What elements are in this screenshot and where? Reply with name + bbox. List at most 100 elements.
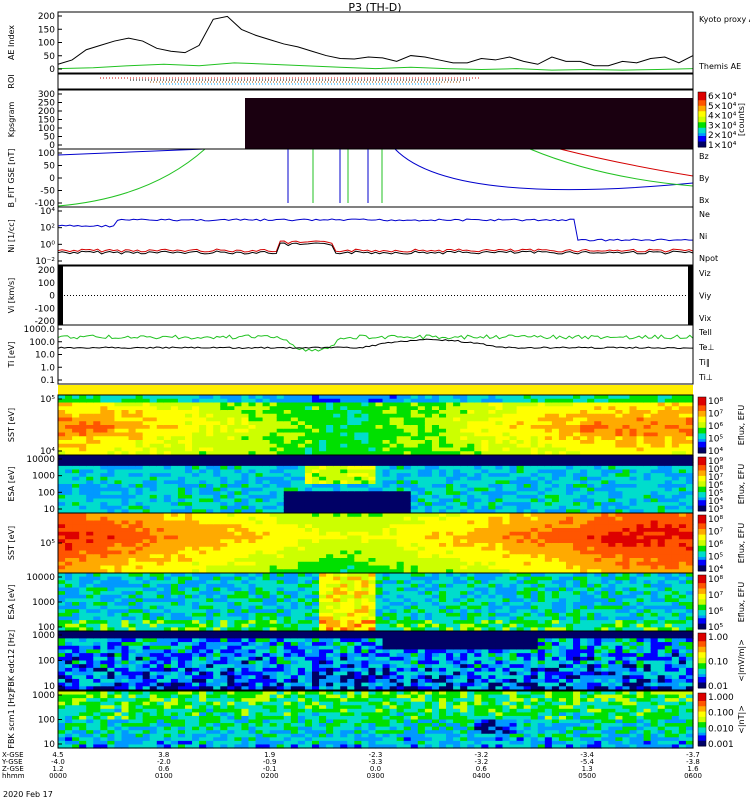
heatmap-cell-esa1 — [545, 484, 553, 488]
heatmap-cell-esa1 — [411, 491, 419, 495]
heatmap-cell-sst2 — [524, 517, 532, 521]
heatmap-cell-esa1 — [559, 477, 567, 481]
heatmap-cell-esa2 — [270, 617, 278, 621]
heatmap-cell-esa1 — [467, 506, 475, 510]
heatmap-cell-sst1 — [354, 410, 362, 414]
heatmap-cell-esa1 — [538, 470, 546, 474]
heatmap-cell-sst1 — [686, 436, 694, 440]
heatmap-cell-sst1 — [644, 444, 652, 448]
heatmap-cell-esa1 — [686, 470, 694, 474]
heatmap-cell-esa1 — [573, 480, 581, 484]
heatmap-cell-sst2 — [637, 528, 645, 532]
heatmap-cell-sst1 — [361, 448, 369, 452]
heatmap-cell-esa1 — [615, 495, 623, 499]
heatmap-cell-esa1 — [615, 491, 623, 495]
heatmap-cell-esa2 — [256, 620, 264, 624]
heatmap-cell-sst2 — [199, 543, 207, 547]
heatmap-cell-sst2 — [199, 517, 207, 521]
heatmap-cell-esa1 — [453, 484, 461, 488]
heatmap-cell-sst1 — [270, 436, 278, 440]
heatmap-cell-esa1 — [164, 470, 172, 474]
heatmap-cell-esa1 — [93, 506, 101, 510]
heatmap-cell-sst2 — [594, 558, 602, 562]
heatmap-cell-esa1 — [114, 495, 122, 499]
heatmap-cell-sst1 — [263, 418, 271, 422]
heatmap-cell-esa1 — [474, 484, 482, 488]
heatmap-cell-sst1 — [446, 448, 454, 452]
heatmap-cell-sst2 — [608, 524, 616, 528]
heatmap-cell-sst1 — [143, 399, 151, 403]
heatmap-cell-esa1 — [559, 470, 567, 474]
heatmap-cell-sst2 — [150, 528, 158, 532]
heatmap-cell-sst1 — [227, 399, 235, 403]
heatmap-cell-esa1 — [481, 495, 489, 499]
heatmap-cell-esa2 — [122, 580, 130, 584]
heatmap-cell-sst2 — [93, 566, 101, 570]
heatmap-cell-sst1 — [326, 444, 334, 448]
heatmap-cell-sst2 — [446, 562, 454, 566]
heatmap-cell-sst2 — [460, 528, 468, 532]
heatmap-cell-sst1 — [679, 429, 687, 433]
ytick-ae: 100 — [38, 39, 55, 49]
heatmap-cell-esa1 — [488, 473, 496, 477]
heatmap-cell-sst2 — [531, 528, 539, 532]
heatmap-cell-esa1 — [601, 466, 609, 470]
heatmap-cell-esa1 — [608, 473, 616, 477]
heatmap-cell-esa1 — [298, 473, 306, 477]
heatmap-cell-sst2 — [213, 543, 221, 547]
heatmap-cell-esa1 — [284, 473, 292, 477]
heatmap-cell-esa1 — [178, 466, 186, 470]
heatmap-cell-sst1 — [432, 440, 440, 444]
heatmap-cell-sst2 — [411, 513, 419, 517]
heatmap-cell-esa1 — [545, 506, 553, 510]
heatmap-cell-sst1 — [114, 403, 122, 407]
heatmap-cell-sst1 — [58, 429, 66, 433]
heatmap-cell-sst2 — [608, 521, 616, 525]
heatmap-cell-sst2 — [171, 554, 179, 558]
heatmap-cell-sst1 — [439, 414, 447, 418]
heatmap-cell-sst1 — [622, 425, 630, 429]
heatmap-cell-esa1 — [552, 502, 560, 506]
heatmap-cell-esa1 — [65, 506, 73, 510]
heatmap-cell-esa2 — [277, 620, 285, 624]
heatmap-cell-esa1 — [686, 484, 694, 488]
heatmap-cell-sst2 — [143, 521, 151, 525]
heatmap-cell-esa1 — [432, 491, 440, 495]
heatmap-cell-esa1 — [305, 502, 313, 506]
heatmap-cell-sst1 — [354, 429, 362, 433]
heatmap-cell-esa1 — [453, 473, 461, 477]
heatmap-cell-sst2 — [199, 528, 207, 532]
heatmap-cell-esa1 — [206, 462, 214, 466]
heatmap-cell-esa2 — [213, 606, 221, 610]
heatmap-cell-sst2 — [368, 521, 376, 525]
heatmap-cell-sst2 — [672, 536, 680, 540]
heatmap-cell-esa1 — [227, 462, 235, 466]
heatmap-cell-esa1 — [608, 484, 616, 488]
heatmap-cell-esa1 — [658, 499, 666, 503]
heatmap-cell-esa2 — [171, 613, 179, 617]
heatmap-cell-esa1 — [178, 484, 186, 488]
heatmap-cell-esa1 — [361, 459, 369, 463]
heatmap-cell-sst2 — [150, 517, 158, 521]
heatmap-cell-esa1 — [439, 491, 447, 495]
heatmap-cell-esa2 — [79, 584, 87, 588]
heatmap-cell-sst2 — [122, 521, 130, 525]
heatmap-cell-sst1 — [658, 444, 666, 448]
heatmap-cell-esa2 — [150, 620, 158, 624]
heatmap-cell-sst1 — [637, 399, 645, 403]
heatmap-cell-sst1 — [601, 399, 609, 403]
heatmap-cell-esa1 — [107, 462, 115, 466]
heatmap-cell-esa1 — [213, 477, 221, 481]
heatmap-cell-esa2 — [157, 602, 165, 606]
heatmap-cell-esa2 — [171, 602, 179, 606]
heatmap-cell-sst1 — [326, 448, 334, 452]
heatmap-cell-esa1 — [446, 484, 454, 488]
heatmap-cell-sst1 — [178, 429, 186, 433]
heatmap-cell-sst2 — [277, 554, 285, 558]
heatmap-cell-sst2 — [608, 566, 616, 570]
heatmap-cell-esa2 — [241, 602, 249, 606]
heatmap-cell-sst1 — [347, 433, 355, 437]
heatmap-cell-esa2 — [213, 580, 221, 584]
heatmap-cell-sst2 — [601, 513, 609, 517]
heatmap-cell-esa1 — [185, 495, 193, 499]
